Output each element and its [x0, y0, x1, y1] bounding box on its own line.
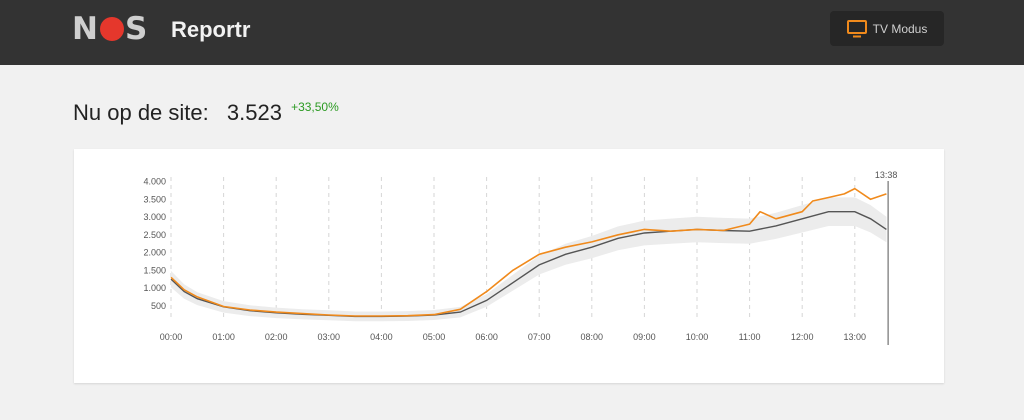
x-tick-label: 09:00 [633, 332, 656, 342]
y-tick-label: 500 [151, 301, 166, 311]
visitors-label: Nu op de site: [73, 100, 209, 125]
tv-mode-button[interactable]: TV Modus [830, 11, 944, 46]
x-tick-label: 06:00 [475, 332, 498, 342]
x-tick-label: 08:00 [581, 332, 604, 342]
current-time-label: 13:38 [875, 170, 898, 180]
today-line [170, 187, 887, 317]
tv-icon [846, 19, 867, 37]
x-tick-label: 02:00 [265, 332, 288, 342]
x-tick-label: 11:00 [739, 332, 761, 342]
visitors-delta: +33,50% [291, 100, 339, 114]
x-tick-label: 10:00 [686, 332, 709, 342]
x-tick-label: 12:00 [791, 332, 814, 342]
y-tick-label: 2.000 [143, 248, 166, 258]
y-tick-label: 3.500 [143, 194, 166, 204]
x-tick-label: 00:00 [160, 332, 183, 342]
chart-card: 00:00 01:00 02:00 03:00 04:00 05:00 06:00 07:00… [74, 149, 944, 383]
x-tick-label: 07:00 [528, 332, 551, 342]
y-tick-label: 3.000 [143, 212, 166, 222]
visitors-now: Nu op de site: 3.523 +33,50% [73, 100, 339, 126]
x-tick-label: 01:00 [212, 332, 235, 342]
y-tick-label: 4.000 [143, 177, 166, 187]
x-tick-label: 13:00 [844, 332, 867, 342]
y-tick-label: 1.500 [143, 265, 166, 275]
traffic-chart[interactable]: 00:00 01:00 02:00 03:00 04:00 05:00 06:00 07:00… [74, 149, 944, 383]
visitors-count: 3.523 [226, 100, 282, 125]
y-tick-label: 2.500 [143, 230, 166, 240]
app-title: Reportr [171, 17, 251, 42]
y-tick-label: 1.000 [143, 283, 166, 293]
logo-red-dot [99, 17, 124, 41]
tv-mode-label: TV Modus [872, 21, 928, 36]
x-tick-label: 03:00 [318, 332, 341, 342]
x-tick-label: 05:00 [423, 332, 446, 342]
average-band [171, 197, 887, 322]
x-tick-label: 04:00 [370, 332, 393, 342]
